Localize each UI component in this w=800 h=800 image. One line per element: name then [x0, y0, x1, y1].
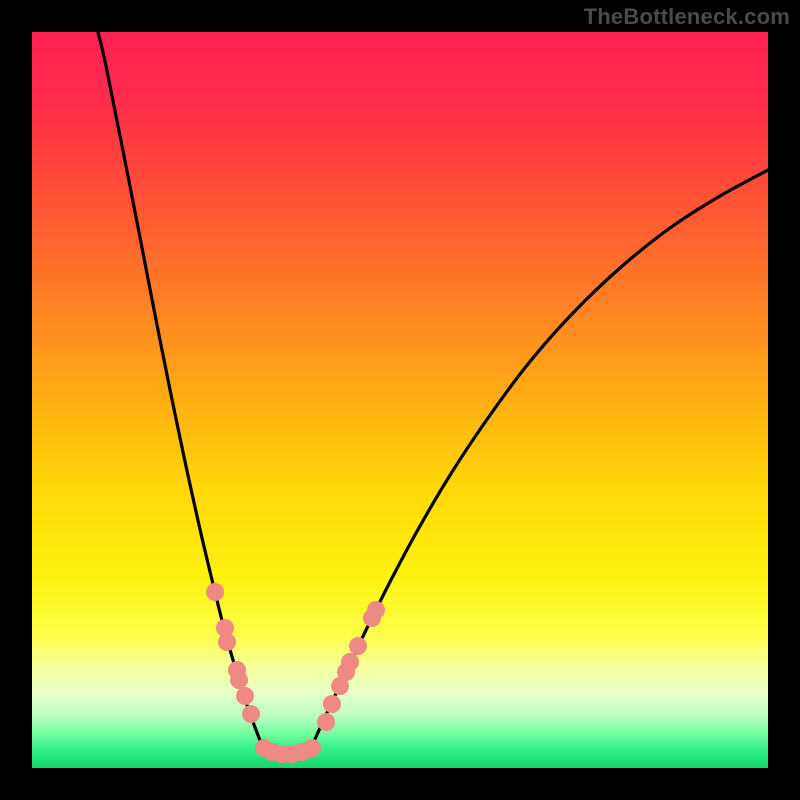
chart-svg	[0, 0, 800, 800]
data-dot	[367, 601, 385, 619]
data-dot	[303, 739, 321, 757]
data-dot	[230, 671, 248, 689]
data-dot	[341, 653, 359, 671]
plot-background	[32, 32, 768, 768]
data-dot	[317, 713, 335, 731]
watermark-label: TheBottleneck.com	[584, 4, 790, 30]
data-dot	[323, 695, 341, 713]
data-dot	[242, 705, 260, 723]
data-dot	[206, 583, 224, 601]
data-dot	[349, 637, 367, 655]
data-dot	[236, 687, 254, 705]
chart-stage: TheBottleneck.com	[0, 0, 800, 800]
data-dot	[218, 633, 236, 651]
